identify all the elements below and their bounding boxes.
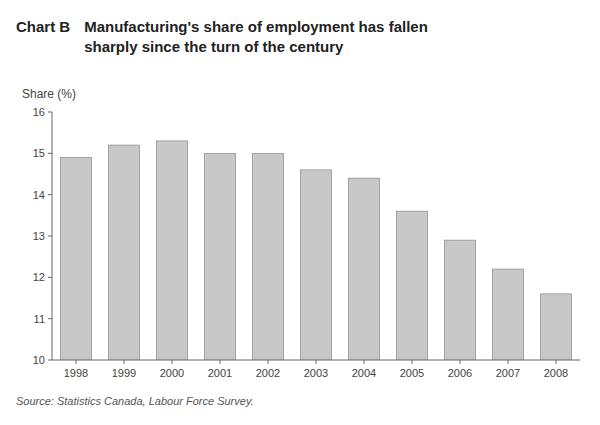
y-tick bbox=[48, 236, 52, 237]
y-tick bbox=[48, 112, 52, 113]
chart-container: Chart B Manufacturing's share of employme… bbox=[0, 0, 600, 425]
y-tick-label: 15 bbox=[33, 147, 45, 159]
bar bbox=[492, 269, 523, 360]
bar bbox=[204, 153, 235, 360]
x-tick bbox=[460, 360, 461, 364]
x-tick-label: 2008 bbox=[544, 367, 568, 379]
x-tick bbox=[268, 360, 269, 364]
x-tick bbox=[556, 360, 557, 364]
x-tick bbox=[508, 360, 509, 364]
y-tick bbox=[48, 360, 52, 361]
y-tick bbox=[48, 194, 52, 195]
x-tick-label: 2006 bbox=[448, 367, 472, 379]
bars bbox=[60, 141, 571, 360]
x-tick bbox=[172, 360, 173, 364]
x-tick bbox=[316, 360, 317, 364]
y-tick-label: 12 bbox=[33, 271, 45, 283]
bar bbox=[252, 153, 283, 360]
x-tick-label: 1999 bbox=[112, 367, 136, 379]
bar bbox=[60, 157, 91, 360]
bar bbox=[348, 178, 379, 360]
title-line: sharply since the turn of the century bbox=[84, 38, 344, 55]
x-tick bbox=[364, 360, 365, 364]
y-tick-label: 11 bbox=[34, 313, 45, 325]
chart-svg: Chart B Manufacturing's share of employme… bbox=[0, 0, 600, 425]
x-tick-label: 2003 bbox=[304, 367, 328, 379]
axes: 10 11 12 13 14 15 16 1998 1999 2000 2001 2002 2003 20… bbox=[33, 106, 580, 379]
x-tick bbox=[412, 360, 413, 364]
bar bbox=[396, 211, 427, 360]
bar bbox=[444, 240, 475, 360]
bar bbox=[300, 170, 331, 360]
y-tick-label: 10 bbox=[33, 354, 45, 366]
y-tick-label: 14 bbox=[33, 189, 45, 201]
y-tick-label: 16 bbox=[33, 106, 45, 118]
x-tick-label: 2001 bbox=[208, 367, 232, 379]
x-tick bbox=[124, 360, 125, 364]
bar bbox=[156, 141, 187, 360]
title-line: Manufacturing's share of employment has … bbox=[84, 18, 428, 35]
x-tick-label: 2007 bbox=[496, 367, 520, 379]
y-tick bbox=[48, 318, 52, 319]
y-tick bbox=[48, 153, 52, 154]
x-tick-label: 1998 bbox=[64, 367, 88, 379]
title: Manufacturing's share of employment has … bbox=[84, 18, 428, 55]
x-tick bbox=[76, 360, 77, 364]
chart-label: Chart B bbox=[16, 18, 70, 35]
bar bbox=[108, 145, 139, 360]
x-tick-label: 2005 bbox=[400, 367, 424, 379]
source-note: Source: Statistics Canada, Labour Force … bbox=[16, 395, 254, 407]
x-tick-label: 2000 bbox=[160, 367, 184, 379]
y-axis-label: Share (%) bbox=[22, 87, 76, 101]
y-tick bbox=[48, 277, 52, 278]
bar bbox=[540, 294, 571, 360]
x-tick bbox=[220, 360, 221, 364]
x-tick-label: 2004 bbox=[352, 367, 376, 379]
x-tick-label: 2002 bbox=[256, 367, 280, 379]
y-tick-label: 13 bbox=[33, 230, 45, 242]
